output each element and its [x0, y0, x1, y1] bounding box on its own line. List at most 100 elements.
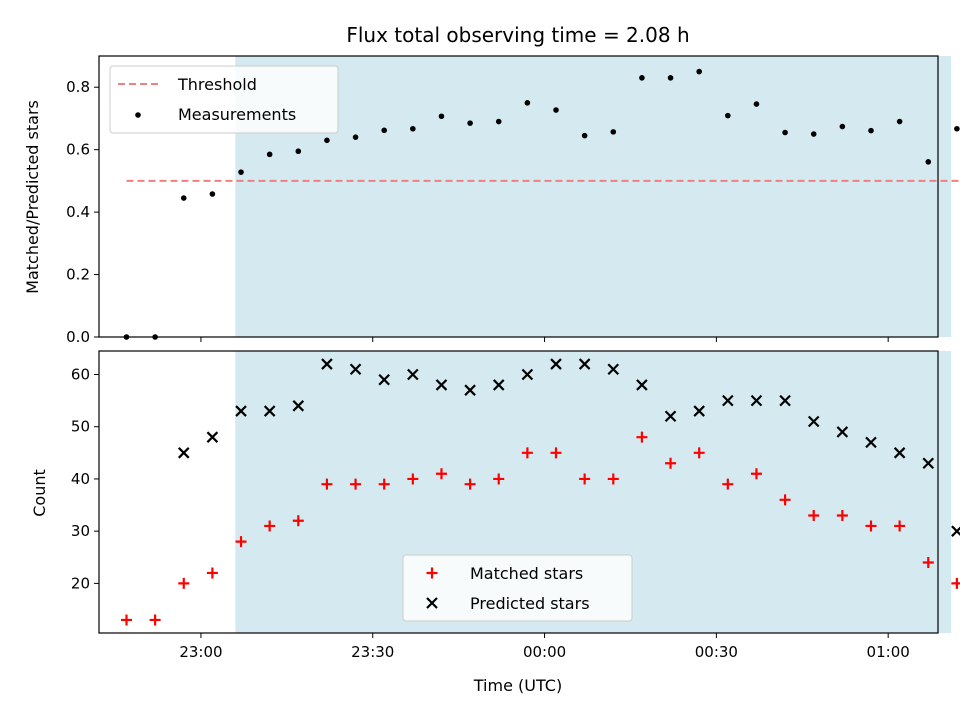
matched-star-point	[292, 515, 304, 527]
predicted-star-point	[407, 368, 419, 381]
matched-star-point	[665, 457, 677, 469]
measurement-point	[925, 159, 932, 165]
x-axis-label: Time (UTC)	[473, 676, 562, 695]
predicted-star-point	[779, 394, 791, 407]
bottom-legend: Matched stars Predicted stars	[402, 554, 633, 622]
predicted-star-point	[693, 405, 705, 417]
matched-star-point	[321, 478, 333, 490]
matched-star-point	[206, 567, 218, 579]
predicted-legend-label: Predicted stars	[470, 594, 590, 613]
matched-star-point	[779, 494, 791, 506]
predicted-star-point	[807, 415, 820, 428]
y-tick-label: 0.4	[66, 203, 90, 221]
predicted-star-point	[464, 384, 476, 396]
x-tick-label: 00:00	[523, 643, 566, 661]
matched-star-point	[235, 536, 247, 548]
predicted-star-point	[349, 363, 362, 376]
matched-legend-label: Matched stars	[470, 564, 583, 583]
predicted-star-point	[263, 405, 276, 417]
matched-star-point	[464, 478, 476, 490]
y-tick-label: 30	[71, 522, 90, 540]
measurement-point	[524, 100, 531, 106]
matched-star-point	[607, 473, 619, 485]
matched-star-point	[350, 478, 362, 490]
measurement-point	[553, 107, 559, 113]
predicted-star-point	[607, 363, 620, 376]
matched-star-point	[750, 468, 762, 480]
measurements-legend-label: Measurements	[178, 105, 296, 124]
measurement-point	[725, 112, 731, 119]
predicted-star-point	[435, 379, 448, 391]
matched-star-point	[120, 614, 132, 626]
matched-star-point	[894, 520, 906, 532]
measurement-point	[839, 123, 846, 130]
measurement-point	[467, 120, 473, 126]
matched-star-point	[264, 520, 276, 532]
matched-star-point	[722, 478, 734, 490]
measurement-point	[581, 132, 588, 139]
predicted-star-point	[636, 379, 648, 391]
predicted-star-point	[865, 436, 877, 449]
top-y-axis-label: Matched/Predicted stars	[23, 100, 42, 294]
measurement-point	[639, 75, 645, 81]
measurement-point	[410, 125, 416, 132]
predicted-star-point	[492, 379, 505, 391]
matched-star-point	[550, 447, 562, 459]
predicted-star-point	[722, 394, 734, 407]
predicted-star-point	[951, 525, 960, 537]
measurement-point	[352, 134, 359, 140]
matched-star-point	[149, 614, 161, 626]
y-tick-label: 0.6	[66, 141, 90, 159]
measurement-point	[868, 127, 874, 134]
measurement-point	[266, 151, 273, 158]
measurement-point	[295, 148, 302, 155]
y-tick-label: 0.2	[66, 266, 90, 284]
predicted-star-point	[292, 400, 305, 412]
matched-star-point	[951, 577, 960, 589]
bottom-plot-frame	[98, 350, 939, 634]
measurements-legend-swatch	[135, 112, 141, 118]
predicted-star-point	[235, 405, 247, 417]
y-tick-label: 0.0	[66, 328, 90, 346]
measurement-point	[610, 129, 617, 135]
measurement-point	[753, 101, 760, 107]
measurement-point	[810, 131, 817, 137]
predicted-star-point	[206, 431, 219, 443]
matched-star-point	[836, 510, 848, 521]
predicted-star-point	[922, 457, 935, 470]
predicted-star-point	[521, 368, 534, 381]
matched-star-point	[579, 473, 591, 485]
x-tick-label: 23:00	[179, 643, 222, 661]
x-tick-label: 01:00	[867, 643, 910, 661]
measurement-point	[438, 113, 445, 120]
predicted-star-point	[177, 447, 190, 459]
observing-window-shade	[235, 56, 952, 337]
measurement-point	[180, 195, 187, 201]
predicted-star-point	[550, 358, 562, 370]
measurement-point	[896, 118, 903, 125]
x-tick-label: 00:30	[695, 643, 738, 661]
matched-star-point	[378, 478, 390, 490]
predicted-star-point	[578, 358, 591, 370]
top-plot-frame	[98, 55, 939, 338]
predicted-star-point	[378, 373, 390, 386]
predicted-star-point	[664, 410, 677, 423]
chart-title: Flux total observing time = 2.08 h	[346, 23, 689, 47]
matched-legend-swatch	[426, 567, 438, 579]
measurement-point	[954, 125, 960, 132]
measurement-point	[238, 169, 244, 175]
matched-star-point	[693, 447, 705, 459]
matched-star-point	[521, 447, 533, 459]
matched-star-point	[407, 473, 419, 485]
measurement-point	[209, 191, 216, 197]
top-legend-box	[109, 65, 339, 134]
top-legend: Threshold Measurements	[109, 65, 339, 134]
threshold-legend-label: Threshold	[177, 75, 257, 94]
predicted-star-point	[836, 426, 849, 438]
measurement-point	[696, 68, 702, 75]
measurement-point	[495, 118, 502, 125]
top-panel: 0.00.20.40.60.8 Matched/Predicted stars …	[23, 55, 960, 346]
predicted-star-point	[321, 358, 333, 370]
bottom-y-axis-label: Count	[30, 469, 49, 517]
